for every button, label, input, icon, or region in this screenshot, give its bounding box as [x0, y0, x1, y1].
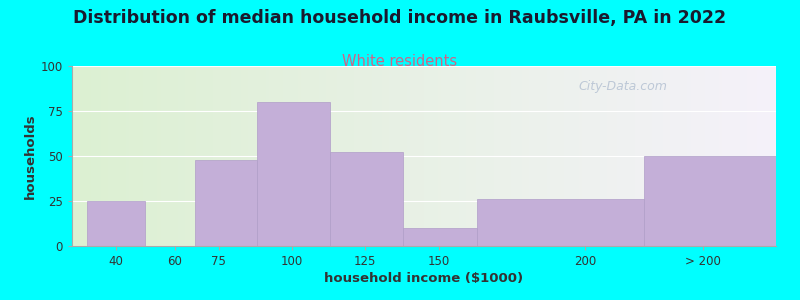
Text: White residents: White residents [342, 54, 458, 69]
Bar [403, 228, 477, 246]
Y-axis label: households: households [23, 113, 37, 199]
Text: City-Data.com: City-Data.com [579, 80, 668, 93]
Text: Distribution of median household income in Raubsville, PA in 2022: Distribution of median household income … [74, 9, 726, 27]
X-axis label: household income ($1000): household income ($1000) [325, 272, 523, 285]
Bar [330, 152, 403, 246]
Bar [477, 199, 644, 246]
Bar [257, 102, 330, 246]
Bar [644, 156, 776, 246]
Bar [86, 201, 146, 246]
Bar [195, 160, 257, 246]
